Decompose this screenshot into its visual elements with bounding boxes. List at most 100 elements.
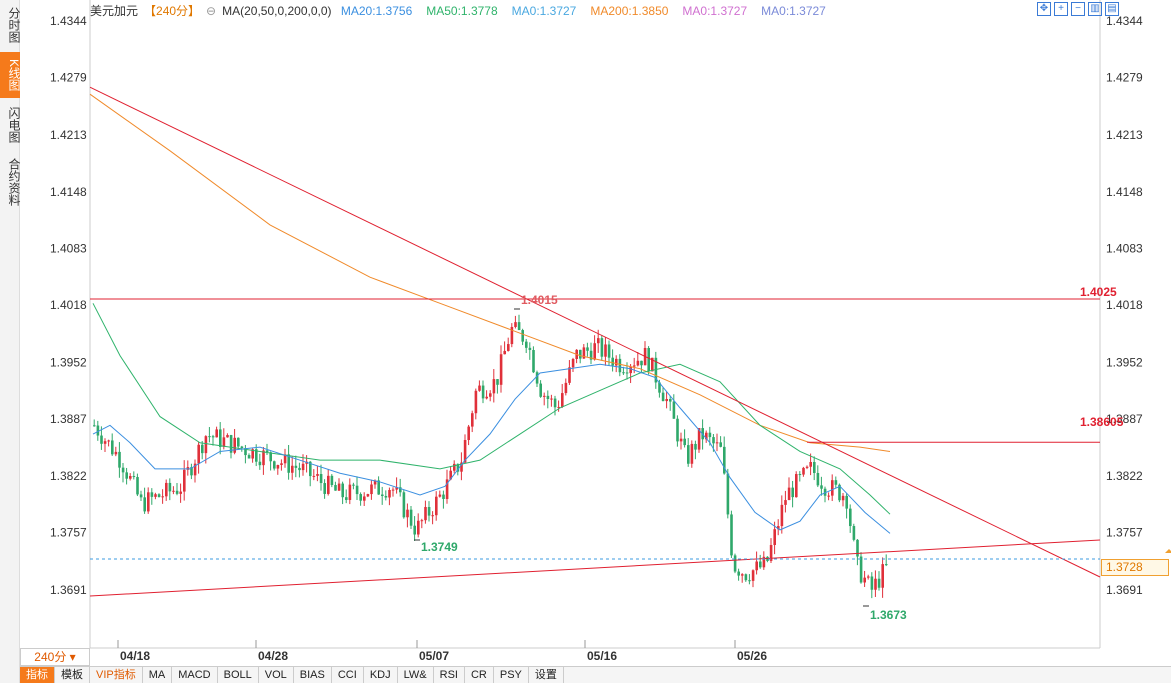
candle-body <box>564 382 568 394</box>
chart-type-icon[interactable]: ▥ <box>1088 2 1102 16</box>
candle-body <box>622 372 625 374</box>
tab-kline[interactable]: K线图 <box>0 52 21 98</box>
candle-body <box>132 476 136 478</box>
candle-body <box>265 450 269 453</box>
candle-body <box>316 474 319 476</box>
candle-body <box>129 476 132 479</box>
candle-body <box>885 564 888 566</box>
candle-body <box>467 426 470 441</box>
candle-body <box>406 509 409 518</box>
candle-body <box>424 506 427 521</box>
candle-body <box>204 436 208 454</box>
candle-body <box>121 467 125 473</box>
left-tab-bar: 分时图 K线图 闪电图 合约资料 <box>0 0 21 683</box>
candle-body <box>438 494 442 497</box>
candle-body <box>431 515 434 517</box>
candle-body <box>831 480 834 496</box>
bottom-tab[interactable]: MA <box>143 667 173 683</box>
candle-body <box>294 465 298 468</box>
bottom-tab[interactable]: PSY <box>494 667 529 683</box>
candle-body <box>319 474 323 484</box>
price-up-arrow-icon <box>1165 549 1171 553</box>
candle-body <box>636 360 640 366</box>
candle-body <box>852 526 856 540</box>
tab-flash[interactable]: 闪电图 <box>7 107 21 143</box>
candle-body <box>679 438 683 442</box>
ma-legend: MA20:1.3756 MA50:1.3778 MA0:1.3727 MA200:1.… <box>341 4 840 18</box>
bottom-tab[interactable]: VIP指标 <box>90 667 143 683</box>
zoom-out-icon[interactable]: − <box>1071 2 1085 16</box>
candle-body <box>669 399 672 402</box>
bottom-tab[interactable]: MACD <box>172 667 218 683</box>
candle-body <box>377 480 380 495</box>
bottom-tab[interactable]: KDJ <box>364 667 398 683</box>
candle-body <box>211 436 215 438</box>
candle-body <box>730 514 733 556</box>
candle-body <box>269 452 272 462</box>
candle-body <box>352 484 355 486</box>
candle-body <box>233 437 236 453</box>
candle-body <box>417 520 420 535</box>
candle-body <box>327 475 330 494</box>
candle-body <box>514 322 517 327</box>
bottom-tab[interactable]: BOLL <box>218 667 259 683</box>
candle-body <box>719 442 722 447</box>
candle-body <box>780 504 784 527</box>
candle-body <box>744 574 748 581</box>
tab-contract-info[interactable]: 合约资料 <box>7 158 21 206</box>
bottom-tab[interactable]: VOL <box>259 667 294 683</box>
candle-body <box>647 347 650 372</box>
candle-body <box>258 461 262 466</box>
candle-body <box>525 341 528 348</box>
move-icon[interactable]: ✥ <box>1037 2 1051 16</box>
chart-area[interactable]: 1.4344 1.4344 1.4279 1.4279 1.4213 1.4213 1.41… <box>20 0 1171 683</box>
ma-legend-item: MA20:1.3756 <box>340 4 413 18</box>
bottom-tab[interactable]: CR <box>465 667 494 683</box>
bottom-tab[interactable]: 设置 <box>529 667 564 683</box>
candle-body <box>823 488 827 496</box>
resistance-label-1: 1.4025 <box>1080 285 1117 299</box>
time-axis-label: 05/26 <box>737 649 767 663</box>
period-selector[interactable]: 240分 ▾ <box>20 648 90 666</box>
settings-icon[interactable]: ▤ <box>1105 2 1119 16</box>
candle-body <box>125 472 128 479</box>
bottom-tab[interactable]: 模板 <box>55 667 90 683</box>
candle-body <box>791 487 794 498</box>
candle-body <box>226 435 229 438</box>
zoom-in-icon[interactable]: + <box>1054 2 1068 16</box>
candle-body <box>215 429 218 438</box>
toggle-icon[interactable]: ⊖ <box>206 4 217 18</box>
candle-body <box>395 487 398 490</box>
price-axis-label-right: 1.3757 <box>1106 525 1143 539</box>
time-axis-label: 05/07 <box>419 649 449 663</box>
candle-body <box>802 467 805 475</box>
candle-body <box>373 480 377 485</box>
bottom-tab[interactable]: BIAS <box>294 667 332 683</box>
candle-body <box>755 561 758 571</box>
candle-body <box>773 529 776 546</box>
price-axis-label-left: 1.3691 <box>50 583 87 597</box>
candle-body <box>690 443 694 464</box>
bottom-tab[interactable]: 指标 <box>20 667 55 683</box>
bottom-tab[interactable]: LW& <box>398 667 434 683</box>
candle-body <box>208 436 211 438</box>
candle-body <box>521 330 524 342</box>
candle-body <box>103 441 107 444</box>
candle-body <box>795 474 798 498</box>
kline-chart[interactable]: 1.4344 1.4344 1.4279 1.4279 1.4213 1.4213 1.41… <box>20 0 1171 666</box>
candle-body <box>175 490 179 494</box>
candle-body <box>298 467 301 471</box>
low-label-2: 1.3673 <box>870 608 907 622</box>
tab-timeshare[interactable]: 分时图 <box>7 7 21 43</box>
bottom-tab[interactable]: RSI <box>434 667 465 683</box>
candle-body <box>359 494 362 501</box>
candle-body <box>139 494 143 498</box>
price-axis-label-left: 1.4344 <box>50 14 87 28</box>
candle-body <box>539 383 542 397</box>
candle-body <box>543 395 546 397</box>
bottom-tab[interactable]: CCI <box>332 667 364 683</box>
candle-body <box>111 440 114 455</box>
candle-body <box>100 435 103 444</box>
time-axis-label: 04/18 <box>120 649 150 663</box>
candle-body <box>600 338 604 357</box>
